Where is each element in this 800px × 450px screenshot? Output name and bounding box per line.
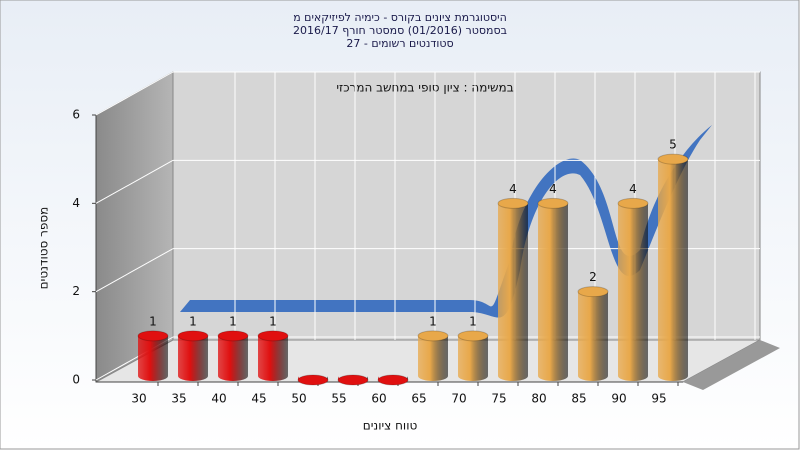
x-tick-label: 80 [531,392,546,406]
bar-body [458,335,488,381]
x-tick-label: 95 [651,392,666,406]
chart-title: סטודנטים רשומים - 27 [346,37,453,50]
data-label: 1 [429,314,437,328]
bar [617,197,649,381]
bar-top [497,197,529,209]
x-tick-label: 60 [371,392,386,406]
x-tick-label: 85 [571,392,586,406]
bar-body [658,159,688,381]
bar-body [178,335,208,381]
bar [497,197,529,381]
bar-body [218,335,248,381]
bar-body [498,203,528,381]
y-tick-label: 4 [72,196,80,210]
grid-line [95,248,174,293]
floor-edge [683,340,780,390]
x-tick-label: 35 [171,392,186,406]
data-label: 1 [189,314,197,328]
data-label: 1 [269,314,277,328]
x-tick-label: 40 [211,392,226,406]
bar [657,153,689,381]
x-tick-label: 75 [491,392,506,406]
data-label: 1 [229,314,237,328]
y-axis-label: מספר סטודנטים [37,207,51,290]
x-tick-label: 30 [131,392,146,406]
bar-body [538,203,568,381]
chart-title: בסמסטר (01/2016) סמסטר חורף 2016/17 [293,24,507,37]
data-label: 2 [589,270,597,284]
bar [217,330,249,381]
x-tick-label: 55 [331,392,346,406]
bar-top [577,286,609,298]
y-tick-label: 2 [72,284,80,298]
bar-body [418,335,448,381]
bar-top [537,197,569,209]
bar-top [417,330,449,342]
x-tick-label: 70 [451,392,466,406]
bar [577,286,609,381]
bar [457,330,489,381]
bar-top [337,374,369,386]
bar-top [177,330,209,342]
bar [537,197,569,381]
bar [137,330,169,381]
data-label: 4 [509,182,517,196]
bar-body [578,291,608,381]
bar [297,374,329,386]
bar [377,374,409,386]
x-tick-label: 65 [411,392,426,406]
data-label: 4 [549,182,557,196]
data-label: 1 [469,314,477,328]
bar [257,330,289,381]
bar-body [618,203,648,381]
grid-line [95,71,174,116]
x-tick-label: 50 [291,392,306,406]
bar-top [297,374,329,386]
bar-body [258,335,288,381]
grid-line [95,159,174,204]
x-axis-label: טווח ציונים [363,419,418,433]
annotation: במשימה : ציון סופי במחשב המרכזי [336,81,513,95]
bar-top [617,197,649,209]
bar [417,330,449,381]
bar-top [457,330,489,342]
bar-top [217,330,249,342]
data-label: 1 [149,314,157,328]
bar-top [657,153,689,165]
chart-title: היסטוגרמת ציונים בקורס - כימיה לפיזיקאים… [293,11,507,24]
bar-top [257,330,289,342]
bar-body [138,335,168,381]
data-label: 4 [629,182,637,196]
y-tick-label: 0 [72,373,80,387]
bar [337,374,369,386]
x-tick-label: 90 [611,392,626,406]
ribbon [180,125,712,318]
y-tick-label: 6 [72,108,80,122]
bar-top [137,330,169,342]
bar-top [377,374,409,386]
bar [177,330,209,381]
x-tick-label: 45 [251,392,266,406]
data-label: 5 [669,138,677,152]
